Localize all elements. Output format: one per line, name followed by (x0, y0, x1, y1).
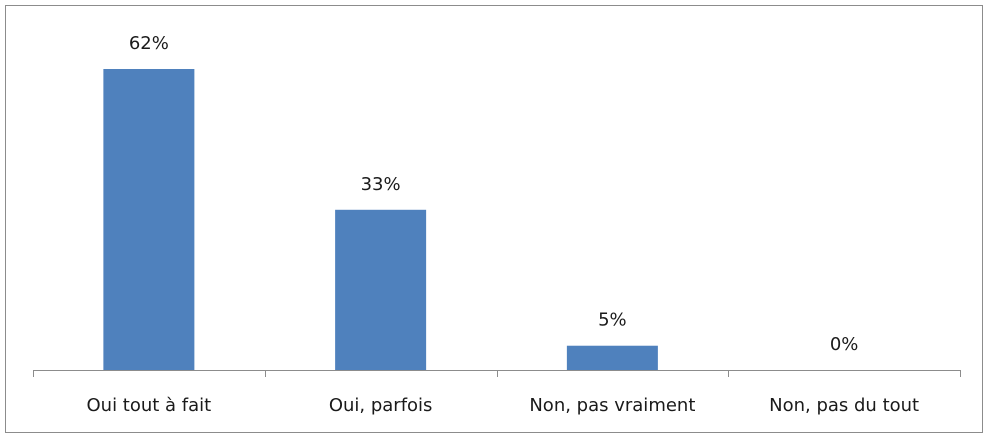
bar (566, 345, 658, 370)
bar (335, 209, 427, 370)
data-label: 0% (830, 334, 859, 355)
data-label: 62% (129, 33, 169, 54)
bar (103, 69, 195, 370)
x-tick-label: Oui tout à fait (87, 395, 212, 416)
x-tick-label: Oui, parfois (329, 395, 433, 416)
data-label: 33% (361, 174, 401, 195)
x-tick-label: Non, pas du tout (769, 395, 919, 416)
data-label: 5% (598, 310, 627, 331)
x-tick-label: Non, pas vraiment (529, 395, 695, 416)
